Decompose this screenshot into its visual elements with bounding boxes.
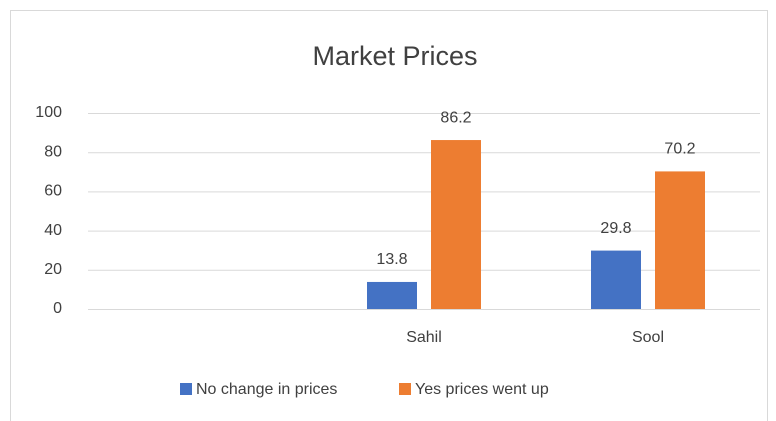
data-label: 70.2: [664, 141, 695, 158]
legend-swatch: [180, 383, 192, 395]
y-tick-label: 40: [44, 222, 62, 239]
x-tick-label: Sool: [632, 329, 664, 346]
chart-title: Market Prices: [312, 41, 477, 71]
bar: [431, 140, 481, 309]
bar: [655, 171, 705, 309]
x-tick-label: Sahil: [406, 329, 442, 346]
legend-swatch: [399, 383, 411, 395]
y-tick-label: 60: [44, 183, 62, 200]
data-label: 29.8: [600, 220, 631, 237]
data-label: 13.8: [376, 251, 407, 268]
y-tick-label: 100: [35, 104, 62, 121]
data-label: 86.2: [440, 109, 471, 126]
bar: [367, 281, 417, 309]
chart-border: [10, 10, 768, 421]
legend-label: No change in prices: [196, 381, 337, 398]
y-tick-label: 0: [53, 300, 62, 317]
legend-label: Yes prices went up: [415, 381, 549, 398]
y-tick-label: 80: [44, 143, 62, 160]
bar: [591, 250, 641, 309]
y-tick-label: 20: [44, 261, 62, 278]
